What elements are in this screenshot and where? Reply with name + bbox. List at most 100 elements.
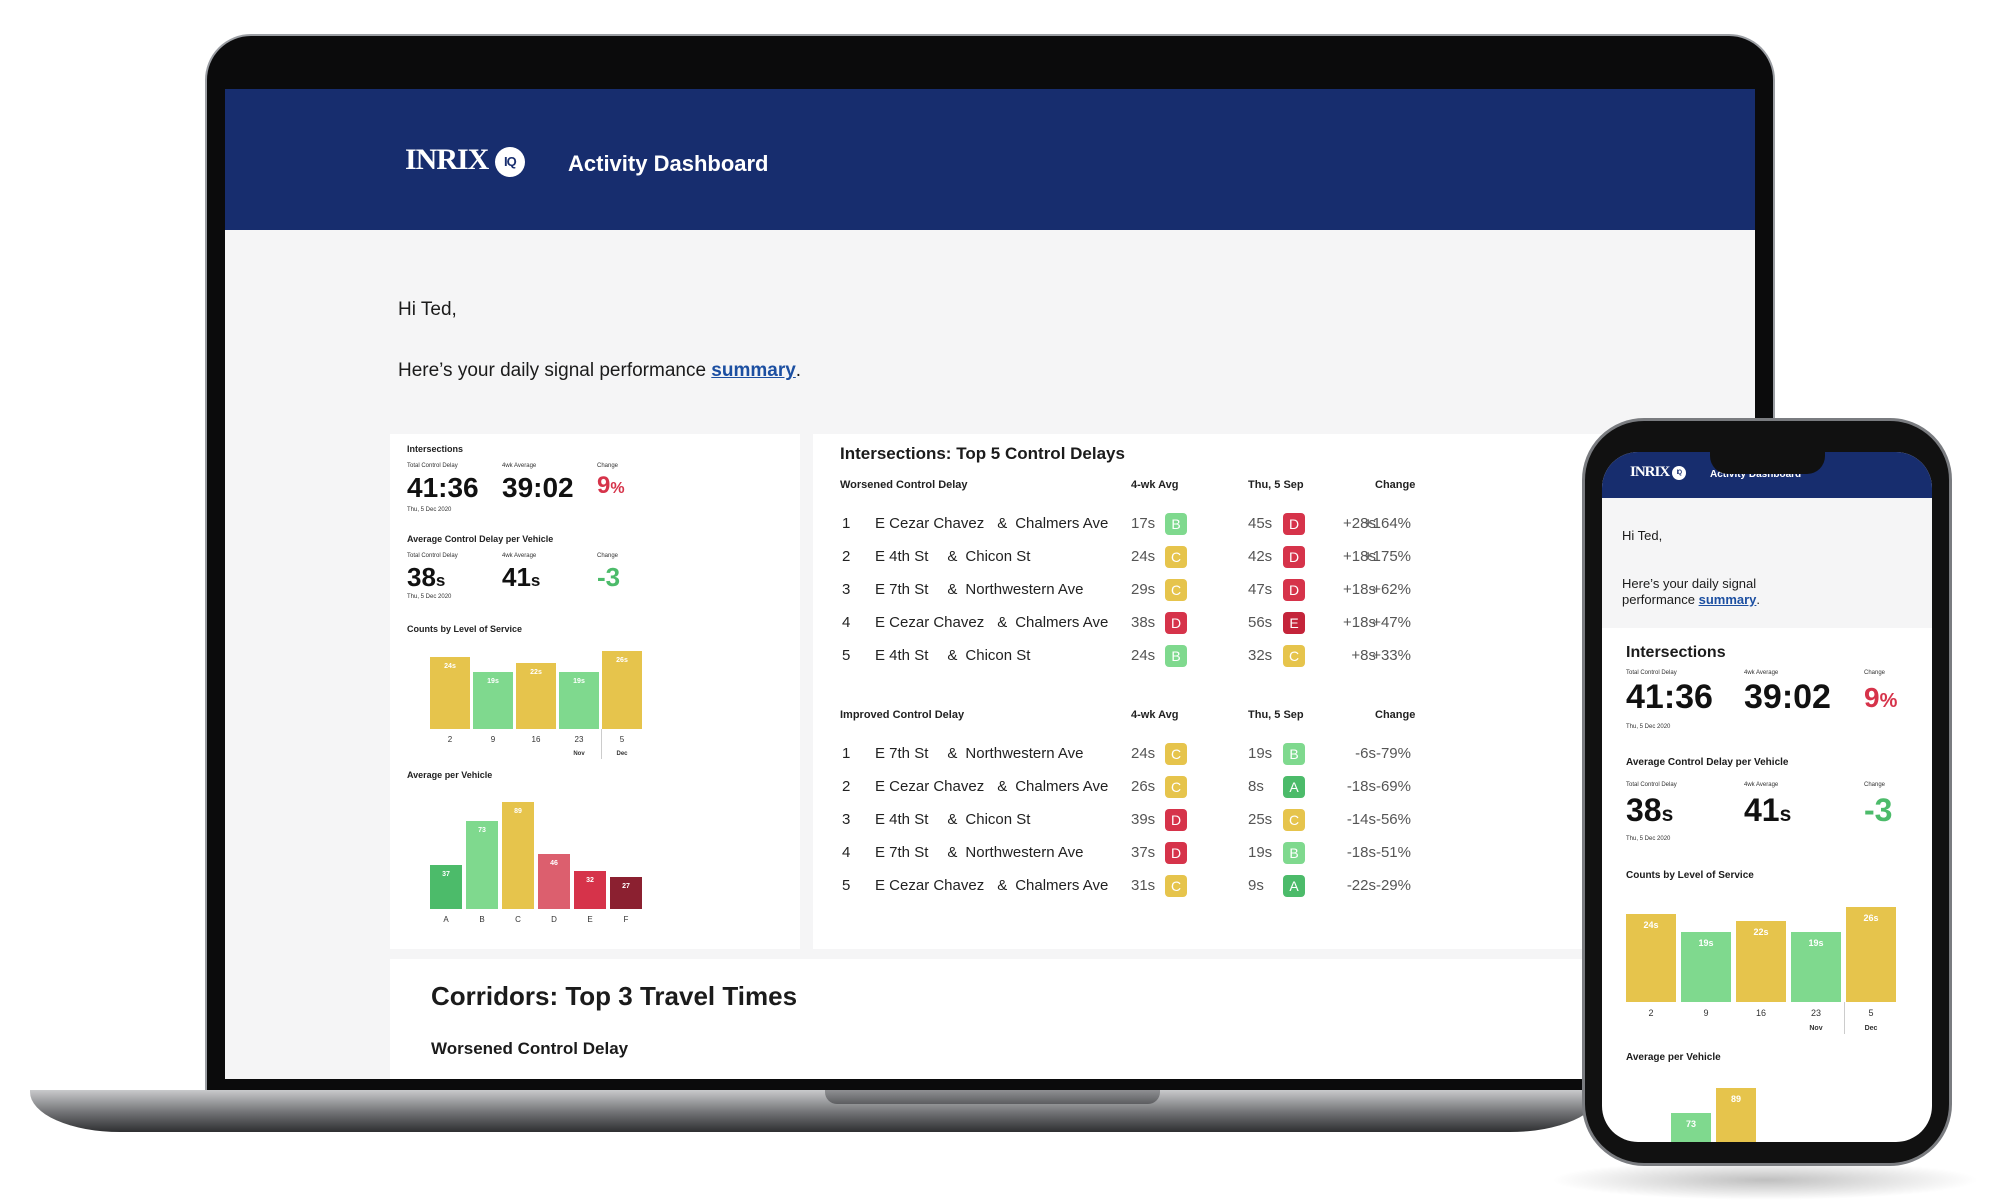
avg-4wk-number: 41 [502, 562, 531, 592]
improved-avg-grade-badge: C [1165, 875, 1187, 897]
improved-avg-value: 26s [1131, 778, 1156, 795]
improved-now-grade-badge: A [1283, 875, 1305, 897]
total-control-delay-value: 41:36 [407, 472, 479, 503]
worsened-amp: & [947, 548, 958, 565]
chart-bar: 19s [473, 672, 513, 729]
avg-4wk-unit: s [530, 571, 541, 590]
phone-intro-line1: Here’s your daily signal [1622, 576, 1757, 591]
improved-col-change: Change [1375, 709, 1416, 721]
phone-avg-date-label: Thu, 5 Dec 2020 [1626, 836, 1671, 842]
tick-label: 16 [1755, 1008, 1766, 1018]
bar-value-label: 32 [586, 876, 594, 884]
avg-change-label: Change [597, 553, 619, 559]
worsened-now-value: 45s [1248, 515, 1273, 532]
phone-inrix-logo[interactable]: INRIX IQ [1630, 464, 1686, 481]
per-vehicle-heading: Average per Vehicle [407, 770, 493, 780]
intro-text: Here’s your daily signal performance sum… [398, 360, 801, 382]
phone-change-value: 9% [1864, 682, 1897, 714]
bar-value-label: 24s [444, 663, 456, 670]
improved-street-a: E Cezar Chavez [875, 778, 985, 795]
improved-now-grade-badge: B [1283, 842, 1305, 864]
worsened-delta: +18s [1343, 614, 1376, 631]
worsened-avg-value: 38s [1131, 614, 1156, 631]
phone-avg-total-number: 38 [1626, 792, 1662, 828]
worsened-now-value: 56s [1248, 614, 1273, 631]
phone-avg-delay-heading: Average Control Delay per Vehicle [1626, 757, 1789, 768]
intersections-heading: Intersections [407, 444, 464, 454]
improved-street-b: Chicon St [965, 811, 1031, 828]
worsened-now-grade-badge: E [1283, 612, 1305, 634]
greeting-text: Hi Ted, [398, 299, 457, 320]
corridors-subtitle: Worsened Control Delay [431, 1039, 629, 1058]
intro-text-end: . [795, 360, 802, 381]
phone-counts-chart: 24s 2 19s 9 22s 16 19s 23 26s 5 Nov Dec [1626, 892, 1916, 1042]
improved-street-b: Northwestern Ave [965, 844, 1084, 861]
tick-label: 2 [1648, 1008, 1654, 1018]
bar-value-label: 24s [1643, 920, 1659, 930]
worsened-street-b: Chalmers Ave [1015, 614, 1109, 631]
phone-intersections-heading: Intersections [1626, 644, 1726, 661]
worsened-col-change: Change [1375, 479, 1416, 491]
chart-bar: 73 [1671, 1113, 1711, 1142]
tick-label: 23 [574, 735, 584, 744]
chart-divider [600, 729, 602, 759]
avg-total-number: 38 [407, 562, 436, 592]
bar-value-label: 19s [1698, 938, 1714, 949]
four-week-average-label: 4wk Average [502, 463, 537, 469]
improved-delta: -18s [1346, 844, 1376, 861]
bar-value-label: 19s [1808, 938, 1824, 949]
chart-bar: 32 [574, 870, 606, 909]
worsened-street-a: E Cezar Chavez [875, 614, 985, 631]
phone-change-number: 9 [1864, 682, 1880, 713]
worsened-amp: & [997, 614, 1008, 631]
improved-amp: & [947, 745, 958, 762]
worsened-rank: 1 [842, 515, 851, 532]
worsened-pct: +175% [1363, 548, 1411, 565]
tick-label: E [587, 915, 593, 924]
chart-bar: 73 [466, 821, 498, 909]
chart-divider [1843, 1002, 1845, 1034]
inrix-logo[interactable]: INRIX IQ [405, 143, 525, 178]
improved-street-b: Chalmers Ave [1015, 778, 1109, 795]
worsened-avg-grade-badge: C [1165, 546, 1187, 568]
phone-intro-line2: performance [1622, 592, 1699, 607]
improved-avg-value: 37s [1131, 844, 1156, 861]
phone-avg-4wk-number: 41 [1744, 792, 1780, 828]
tick-label: B [479, 915, 485, 924]
tick-label: F [623, 915, 629, 924]
phone-change-unit: % [1879, 690, 1898, 712]
tick-label: D [551, 915, 557, 924]
improved-rank: 1 [842, 745, 851, 762]
bar-value-label: 22s [530, 669, 542, 676]
phone-per-vehicle-heading: Average per Vehicle [1626, 1052, 1721, 1063]
phone-avg-value: 39:02 [1744, 678, 1831, 716]
worsened-now-grade-badge: D [1283, 546, 1305, 568]
improved-rank: 4 [842, 844, 851, 861]
improved-street-a: E 7th St [875, 844, 929, 861]
worsened-pct: +164% [1363, 515, 1411, 532]
worsened-now-value: 47s [1248, 581, 1273, 598]
intro-text-body: Here’s your daily signal performance [398, 360, 712, 381]
worsened-amp: & [997, 515, 1008, 532]
worsened-avg-value: 29s [1131, 581, 1156, 598]
phone-summary-link[interactable]: summary [1698, 592, 1757, 607]
avg-date-label: Thu, 5 Dec 2020 [407, 594, 452, 600]
improved-now-value: 9s [1248, 877, 1264, 894]
laptop-hinge [825, 1090, 1160, 1104]
chart-bar: 27 [610, 876, 642, 909]
worsened-street-b: Chalmers Ave [1015, 515, 1109, 532]
corridors-card: Corridors: Top 3 Travel Times Worsened C… [390, 959, 1755, 1079]
page-title: Activity Dashboard [568, 151, 769, 176]
tick-label: 9 [490, 735, 496, 744]
chart-bar: 46 [538, 853, 570, 909]
improved-now-value: 19s [1248, 844, 1273, 861]
phone-avg-4wk-label: 4wk Average [1744, 782, 1779, 788]
tick-group-label: Dec [616, 751, 628, 757]
improved-avg-grade-badge: C [1165, 743, 1187, 765]
tick-label: 9 [1703, 1008, 1709, 1018]
bar-value-label: 19s [487, 678, 499, 685]
summary-link[interactable]: summary [711, 360, 796, 381]
worsened-pct: +62% [1372, 581, 1411, 598]
worsened-delta: +8s [1351, 647, 1376, 664]
